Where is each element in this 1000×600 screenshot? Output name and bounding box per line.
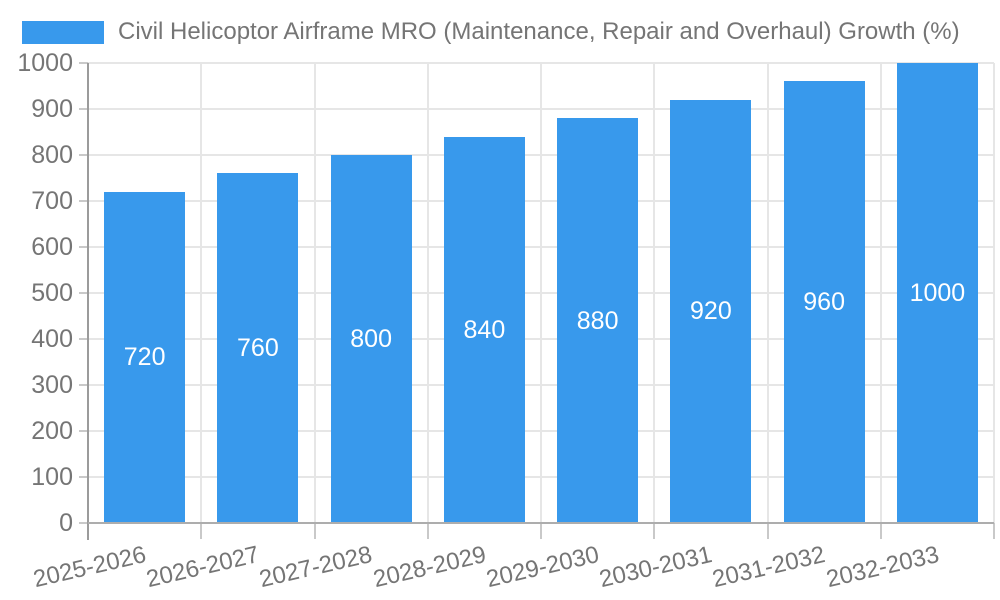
bar [217, 173, 299, 522]
y-tick [79, 384, 88, 386]
legend-label[interactable]: Civil Helicoptor Airframe MRO (Maintenan… [118, 18, 960, 45]
bar-value-label: 720 [123, 343, 166, 372]
y-axis-line [87, 63, 89, 540]
y-tick-label: 300 [31, 371, 73, 399]
x-gridline [993, 63, 995, 523]
bar [104, 191, 186, 522]
x-tick-label: 2032-2033 [823, 541, 942, 594]
y-tick-label: 200 [31, 417, 73, 445]
x-tick-label: 2026-2027 [143, 541, 262, 594]
x-tick [313, 523, 316, 539]
x-tick-label: 2025-2026 [30, 541, 149, 594]
y-tick-label: 900 [31, 95, 73, 123]
y-tick-label: 400 [31, 325, 73, 353]
bar-value-label: 920 [690, 297, 732, 326]
x-axis-line [88, 522, 994, 524]
x-gridline [426, 63, 429, 523]
y-tick [79, 522, 88, 524]
x-gridline [879, 63, 882, 523]
x-tick-label: 2030-2031 [596, 541, 715, 594]
x-tick [540, 523, 542, 539]
y-tick [79, 430, 88, 432]
bar [670, 99, 752, 522]
y-tick [79, 62, 88, 64]
x-gridline [540, 63, 542, 523]
bar-value-label: 880 [576, 306, 619, 335]
legend[interactable]: Civil Helicoptor Airframe MRO (Maintenan… [22, 19, 960, 45]
y-tick-label: 500 [31, 279, 73, 307]
x-tick [766, 523, 769, 539]
x-gridline [313, 63, 316, 523]
x-tick [426, 523, 429, 539]
y-tick-label: 600 [31, 233, 73, 261]
bar-value-label: 960 [803, 288, 845, 317]
y-tick-label: 100 [31, 463, 73, 491]
bar [330, 155, 412, 522]
y-tick [79, 246, 88, 248]
y-tick [79, 338, 88, 340]
x-tick-label: 2027-2028 [257, 541, 375, 594]
bar [896, 63, 978, 522]
y-tick [79, 108, 88, 110]
y-tick-label: 800 [31, 141, 73, 169]
x-tick [879, 523, 882, 539]
bar-value-label: 800 [350, 325, 392, 353]
bar [443, 136, 525, 522]
y-tick [79, 154, 88, 156]
x-tick [200, 523, 203, 539]
y-tick [79, 292, 88, 294]
bar [557, 118, 639, 522]
bar [783, 81, 865, 522]
legend-swatch[interactable] [22, 20, 104, 44]
x-gridline [200, 63, 203, 523]
x-tick [993, 523, 995, 539]
bar-value-label: 760 [237, 334, 279, 363]
x-tick-label: 2031-2032 [710, 541, 828, 594]
y-tick-label: 700 [31, 187, 73, 215]
y-tick [79, 200, 88, 202]
x-tick-label: 2028-2029 [370, 541, 489, 594]
y-tick-label: 0 [59, 509, 73, 537]
x-gridline [653, 63, 656, 523]
bar-value-label: 840 [463, 315, 506, 344]
y-tick [79, 476, 88, 478]
x-tick [653, 523, 656, 539]
y-tick-label: 1000 [17, 49, 73, 77]
x-gridline [766, 63, 769, 523]
x-tick-label: 2029-2030 [483, 541, 602, 594]
bar-value-label: 1000 [909, 279, 966, 307]
